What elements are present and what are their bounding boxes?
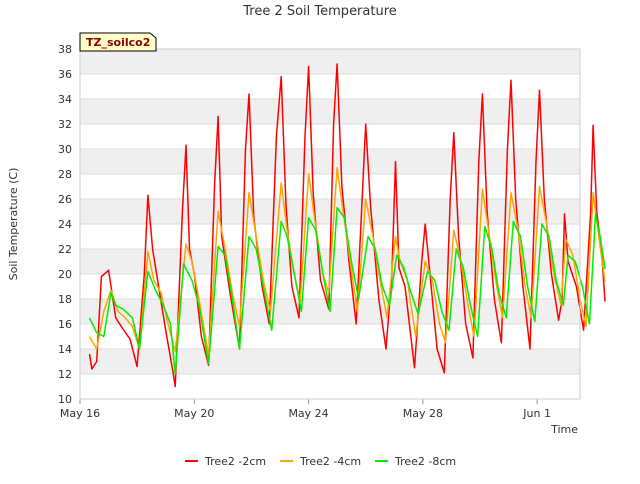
y-tick-label: 26 — [58, 193, 72, 206]
x-axis: May 16 May 20 May 24 May 28 Jun 1 — [60, 399, 551, 420]
x-axis-label: Time — [550, 423, 578, 436]
legend-label-1: Tree2 -2cm — [204, 455, 266, 468]
y-tick-label: 32 — [58, 118, 72, 131]
y-tick-label: 22 — [58, 243, 72, 256]
series-lines — [88, 63, 606, 388]
plot-frame — [79, 48, 581, 400]
plot-band — [80, 99, 580, 124]
y-axis-label: Soil Temperature (C) — [7, 168, 20, 281]
x-tick-label: May 28 — [403, 407, 443, 420]
legend: Tree2 -2cm Tree2 -4cm Tree2 -8cm — [185, 455, 456, 468]
plot-band — [80, 49, 580, 74]
y-tick-label: 24 — [58, 218, 72, 231]
y-tick-label: 30 — [58, 143, 72, 156]
annotation-box: TZ_soilco2 — [79, 32, 157, 52]
plot-band — [80, 199, 580, 224]
y-tick-label: 36 — [58, 68, 72, 81]
plot-band — [80, 149, 580, 174]
y-tick-label: 34 — [58, 93, 72, 106]
legend-label-2: Tree2 -4cm — [299, 455, 361, 468]
series-line-2 — [88, 167, 606, 357]
y-tick-label: 12 — [58, 368, 72, 381]
annotation-label: TZ_soilco2 — [86, 36, 150, 49]
series-line-1 — [88, 63, 606, 388]
y-axis: 10 12 14 16 18 20 22 24 26 28 30 32 34 36 38 — [58, 43, 72, 406]
chart-title: Tree 2 Soil Temperature — [242, 4, 397, 19]
x-tick-label: Jun 1 — [522, 407, 551, 420]
y-tick-label: 18 — [58, 293, 72, 306]
x-tick-label: May 24 — [288, 407, 328, 420]
plot-band — [80, 349, 580, 374]
y-tick-label: 20 — [58, 268, 72, 281]
series-line-3 — [88, 206, 606, 375]
x-tick-label: May 16 — [60, 407, 100, 420]
x-tick-label: May 20 — [174, 407, 214, 420]
y-tick-label: 38 — [58, 43, 72, 56]
legend-label-3: Tree2 -8cm — [394, 455, 456, 468]
y-tick-label: 16 — [58, 318, 72, 331]
y-tick-label: 28 — [58, 168, 72, 181]
y-tick-label: 10 — [58, 393, 72, 406]
y-tick-label: 14 — [58, 343, 72, 356]
